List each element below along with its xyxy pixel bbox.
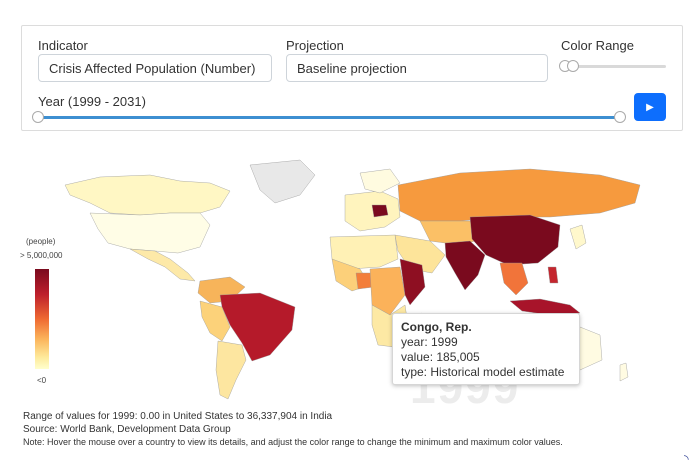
tooltip-value: value: 185,005 — [401, 350, 480, 364]
country-canada — [64, 174, 231, 216]
projection-select[interactable]: Baseline projection — [286, 54, 548, 82]
legend-color-bar — [35, 269, 49, 369]
country-peru-bolivia — [199, 300, 231, 342]
indicator-select[interactable]: Crisis Affected Population (Number) — [38, 54, 272, 82]
range-note: Range of values for 1999: 0.00 in United… — [23, 411, 333, 422]
year-slider-start-handle[interactable] — [32, 111, 44, 123]
tooltip-type: type: Historical model estimate — [401, 365, 565, 379]
footer-notes: Range of values for 1999: 0.00 in United… — [23, 410, 563, 449]
country-greenland — [249, 159, 316, 204]
country-east-africa — [399, 258, 426, 306]
tooltip-country: Congo, Rep. — [401, 320, 472, 334]
country-europe — [344, 190, 401, 232]
legend-unit: (people) — [26, 237, 56, 246]
color-range-track[interactable] — [562, 65, 666, 68]
color-range-label: Color Range — [561, 38, 634, 53]
country-mexico — [129, 248, 196, 282]
country-india — [444, 240, 486, 291]
color-range-max-handle[interactable] — [567, 60, 579, 72]
country-brazil — [219, 292, 296, 362]
country-central-africa — [369, 266, 406, 316]
year-label: Year (1999 - 2031) — [38, 94, 146, 109]
tooltip-year: year: 1999 — [401, 335, 458, 349]
source-note: Source: World Bank, Development Data Gro… — [23, 424, 231, 435]
play-button[interactable]: ▶ — [634, 93, 666, 121]
country-usa — [89, 212, 211, 254]
indicator-label: Indicator — [38, 38, 88, 53]
legend-min-label: <0 — [37, 376, 47, 385]
projection-label: Projection — [286, 38, 344, 53]
usage-note: Note: Hover the mouse over a country to … — [23, 437, 563, 447]
country-scandinavia — [359, 168, 401, 194]
country-new-zealand — [619, 362, 629, 382]
world-map-svg — [64, 159, 641, 400]
year-slider-handle[interactable] — [614, 111, 626, 123]
legend-max-label: > 5,000,000 — [20, 251, 63, 260]
country-tooltip: Congo, Rep. year: 1999 value: 185,005 ty… — [392, 313, 580, 385]
country-argentina-chile — [215, 340, 247, 400]
loading-spinner-icon: ◝ — [684, 452, 689, 466]
country-japan-korea — [569, 224, 587, 250]
year-slider-fill — [38, 116, 620, 119]
country-indonesia — [509, 298, 581, 316]
country-southeast-asia — [499, 262, 529, 296]
world-map[interactable] — [60, 155, 645, 405]
country-china — [469, 214, 561, 266]
country-philippines — [547, 266, 559, 284]
controls-panel: Indicator Crisis Affected Population (Nu… — [21, 25, 683, 131]
country-russia — [397, 168, 641, 222]
play-icon: ▶ — [646, 101, 654, 113]
color-legend: (people) > 5,000,000 <0 — [20, 237, 70, 387]
country-poland — [371, 204, 389, 218]
